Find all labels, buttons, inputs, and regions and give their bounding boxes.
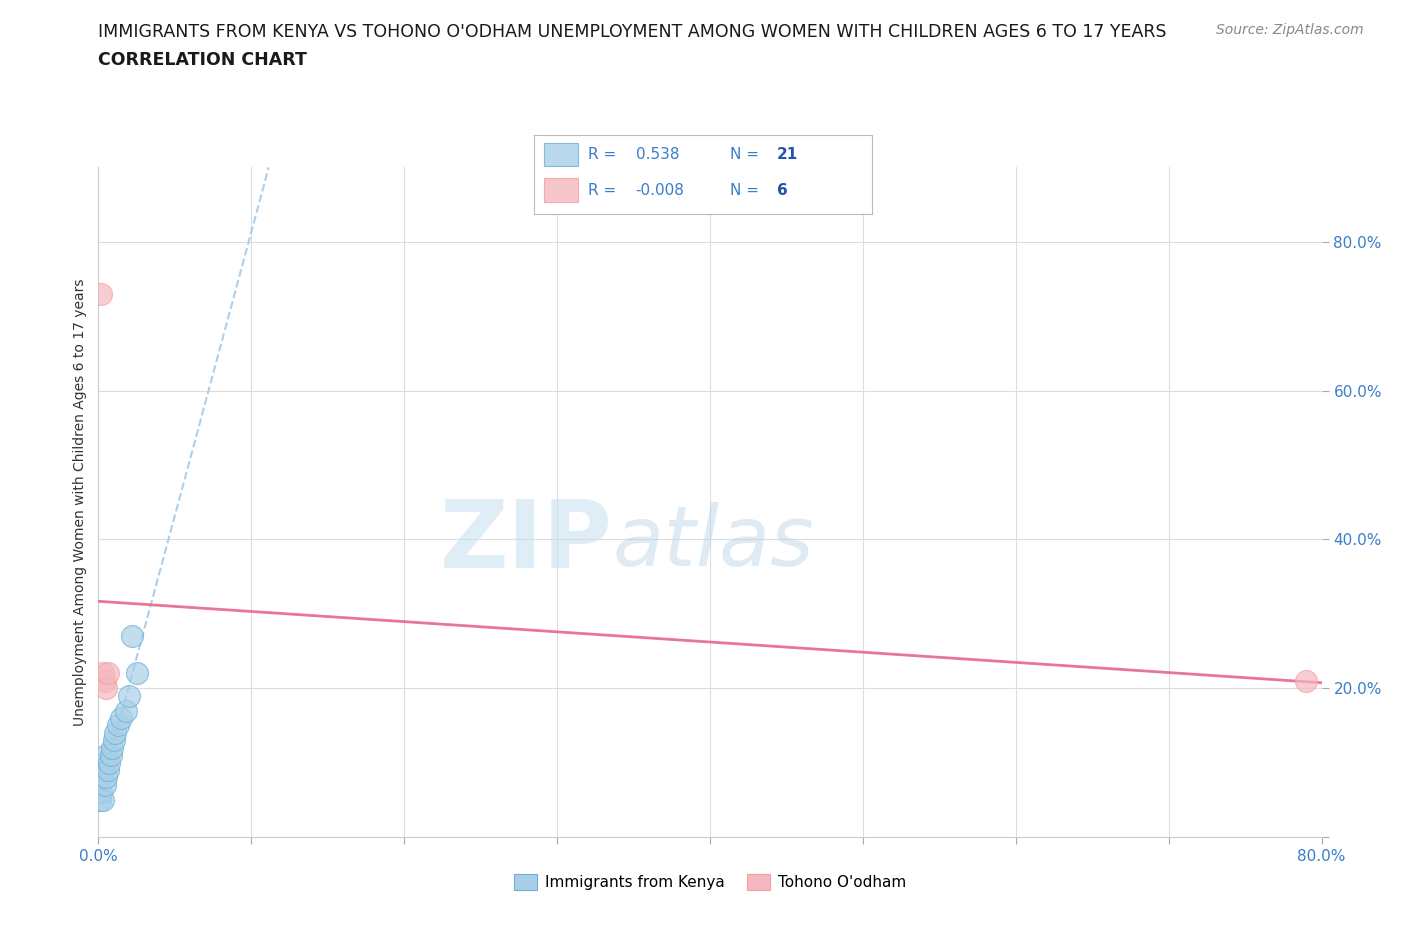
- Bar: [544, 143, 578, 166]
- Point: [98, 755, 121, 770]
- Point: [94, 681, 117, 696]
- Point: [115, 703, 138, 718]
- Point: [107, 718, 129, 733]
- Point: [93, 673, 115, 688]
- Point: [118, 688, 141, 703]
- Point: [121, 629, 143, 644]
- Text: ZIP: ZIP: [439, 497, 612, 589]
- Point: [93, 777, 115, 792]
- Point: [94, 748, 117, 763]
- Point: [94, 770, 117, 785]
- Point: [97, 666, 120, 681]
- Point: [100, 748, 122, 763]
- Point: [104, 725, 127, 740]
- Point: [1295, 673, 1317, 688]
- Text: Source: ZipAtlas.com: Source: ZipAtlas.com: [1216, 23, 1364, 37]
- Point: [90, 770, 112, 785]
- Point: [91, 792, 114, 807]
- Text: 21: 21: [778, 147, 799, 162]
- Text: CORRELATION CHART: CORRELATION CHART: [98, 51, 308, 69]
- Legend: Immigrants from Kenya, Tohono O'odham: Immigrants from Kenya, Tohono O'odham: [508, 868, 912, 897]
- Text: -0.008: -0.008: [636, 182, 685, 198]
- Point: [97, 763, 120, 777]
- Point: [110, 711, 132, 725]
- Point: [90, 286, 112, 301]
- Text: IMMIGRANTS FROM KENYA VS TOHONO O'ODHAM UNEMPLOYMENT AMONG WOMEN WITH CHILDREN A: IMMIGRANTS FROM KENYA VS TOHONO O'ODHAM …: [98, 23, 1167, 41]
- Point: [89, 792, 111, 807]
- Point: [103, 733, 125, 748]
- Text: R =: R =: [588, 147, 616, 162]
- Bar: [544, 179, 578, 202]
- Point: [90, 785, 112, 800]
- Text: N =: N =: [730, 147, 759, 162]
- Point: [125, 666, 148, 681]
- Text: 0.538: 0.538: [636, 147, 679, 162]
- Text: atlas: atlas: [612, 502, 814, 583]
- Y-axis label: Unemployment Among Women with Children Ages 6 to 17 years: Unemployment Among Women with Children A…: [73, 278, 87, 726]
- Text: R =: R =: [588, 182, 616, 198]
- Point: [91, 763, 114, 777]
- Point: [101, 740, 124, 755]
- Point: [91, 666, 114, 681]
- Text: 6: 6: [778, 182, 787, 198]
- Text: N =: N =: [730, 182, 759, 198]
- Point: [93, 755, 115, 770]
